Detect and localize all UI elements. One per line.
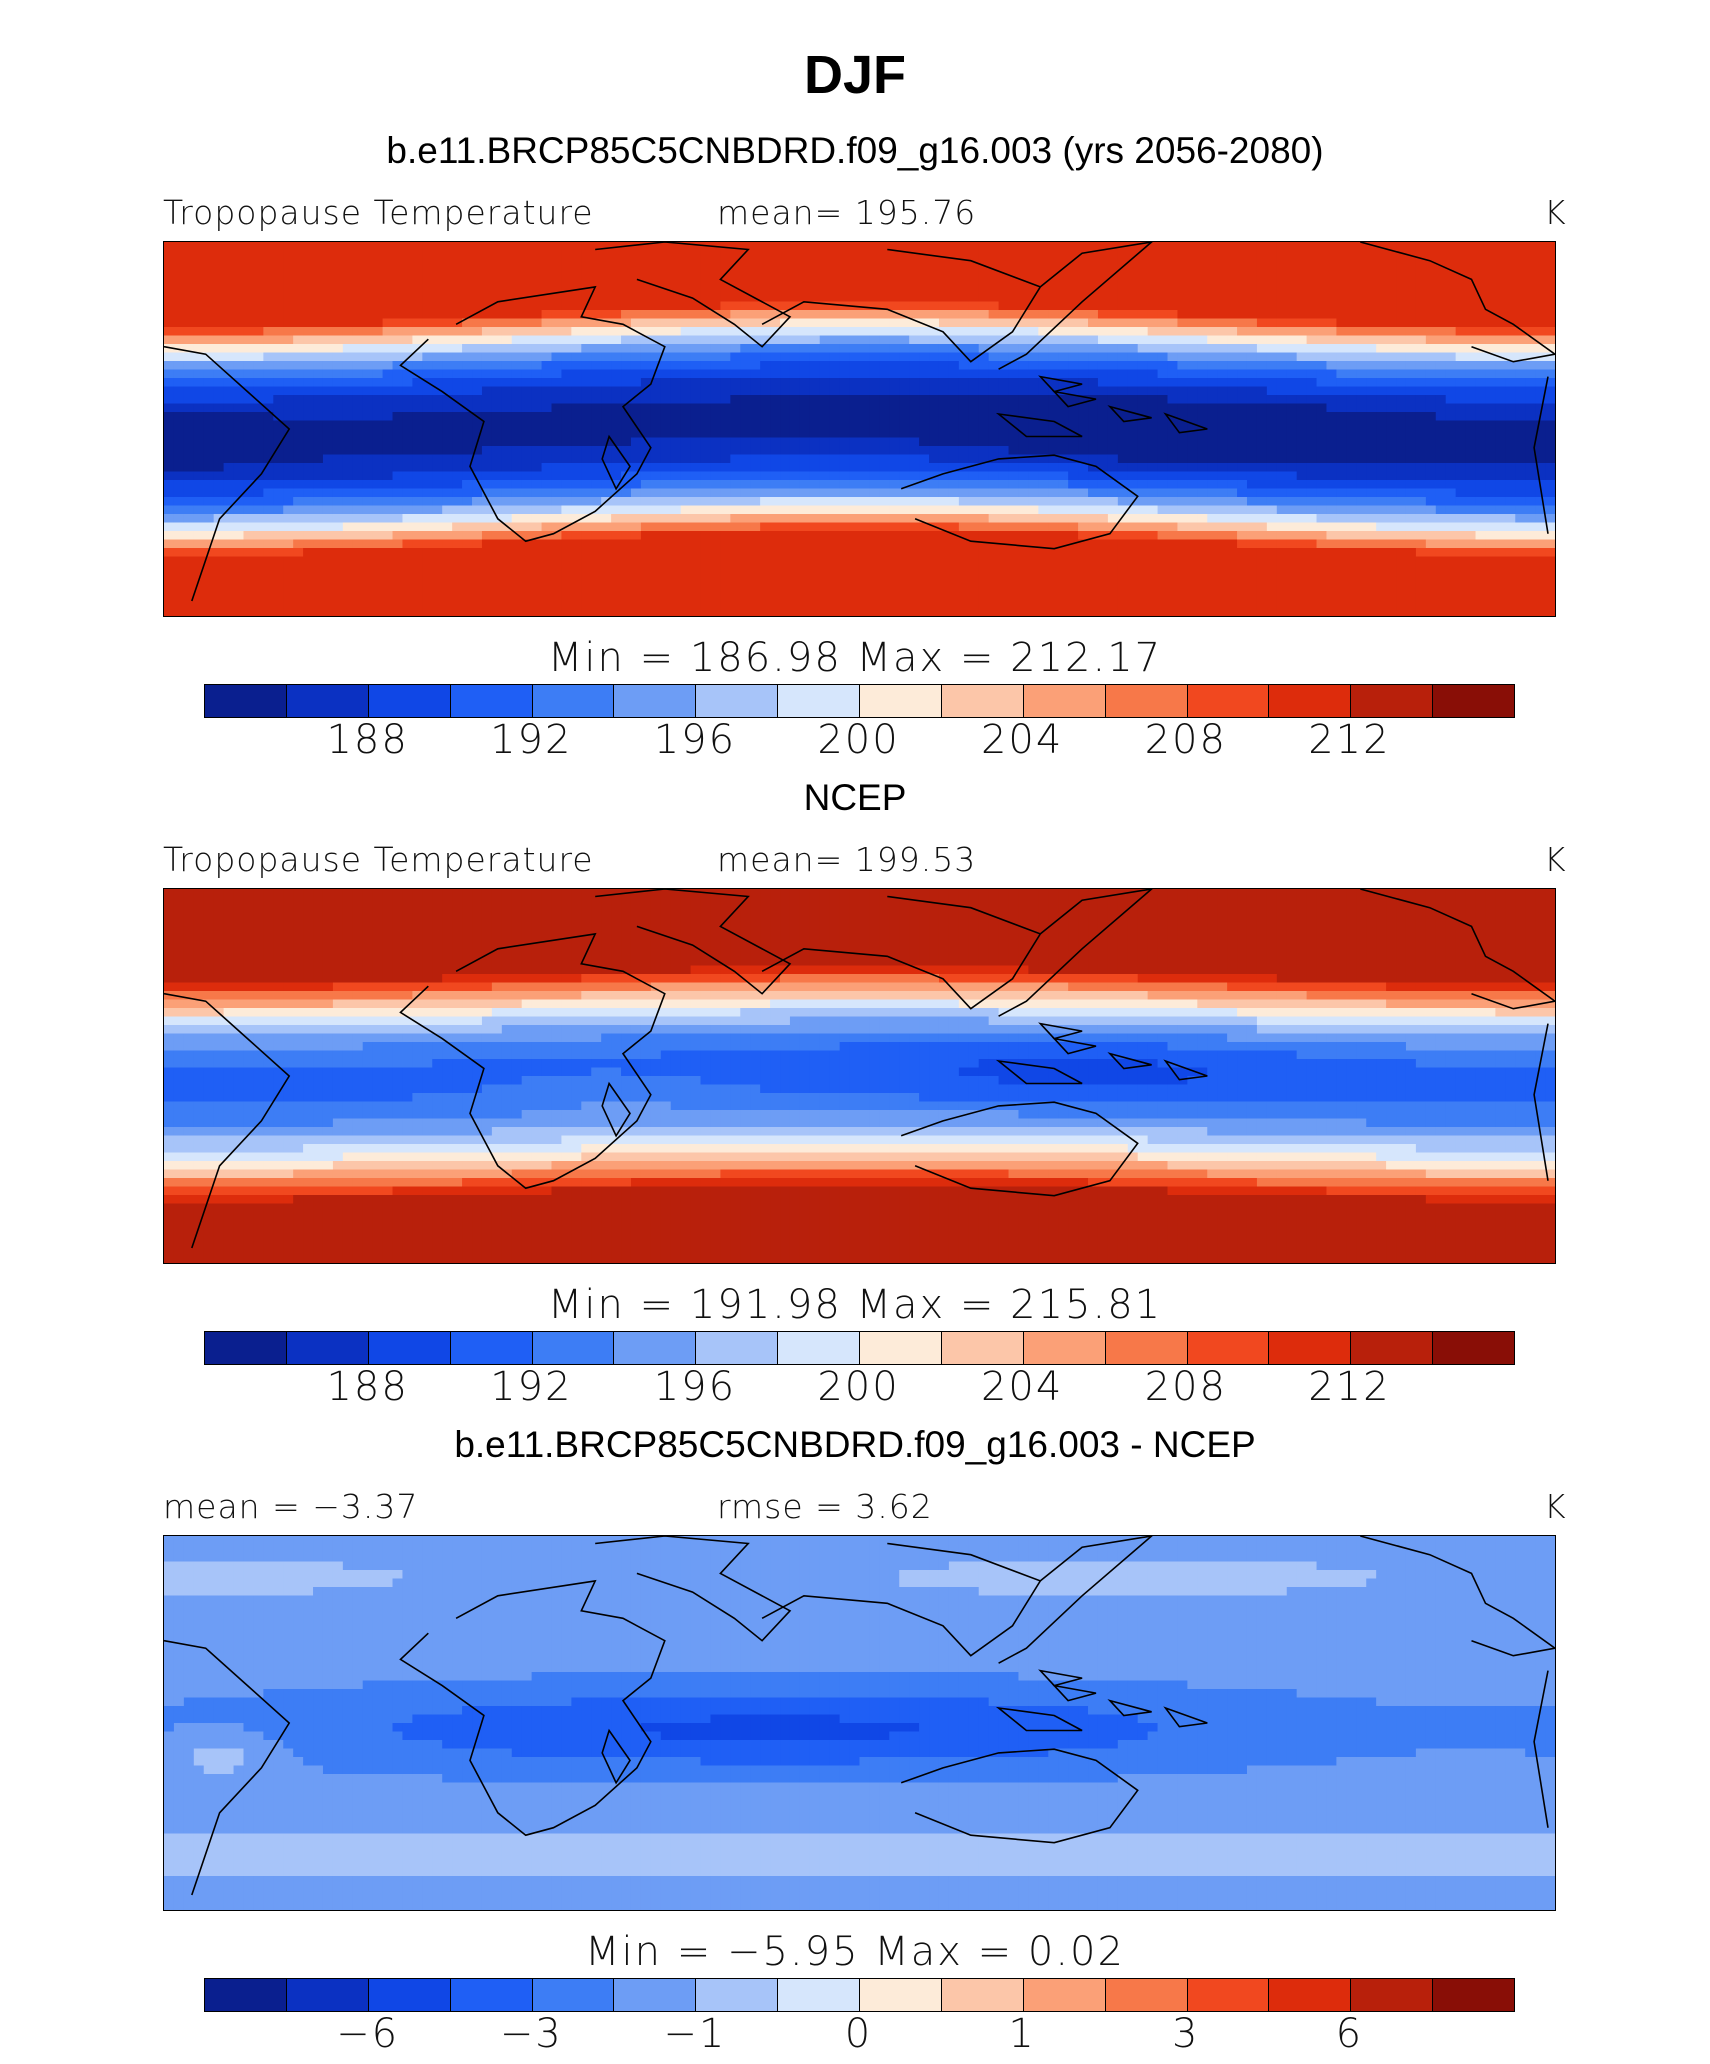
colorbar-swatch (368, 1332, 451, 1364)
colorbar-swatch (532, 685, 615, 717)
colorbar-swatch (1187, 1332, 1270, 1364)
colorbar-swatch (1269, 1332, 1352, 1364)
contour-field (164, 242, 1555, 616)
colorbar-swatch (778, 685, 860, 717)
colorbar-tick-label: 212 (1308, 1364, 1391, 1410)
colorbar-swatch (1187, 685, 1270, 717)
colorbar-swatch (696, 1332, 779, 1364)
panel-title: b.e11.BRCP85C5CNBDRD.f09_g16.003 (yrs 20… (386, 130, 1324, 171)
colorbar (204, 684, 1515, 718)
panel-title: b.e11.BRCP85C5CNBDRD.f09_g16.003 - NCEP (454, 1424, 1256, 1465)
colorbar-swatch (860, 1332, 942, 1364)
contour-map (163, 241, 1556, 617)
colorbar-swatch (205, 685, 287, 717)
colorbar-swatch (696, 1979, 779, 2011)
coastlines (164, 1536, 1555, 1896)
colorbar-swatch (1433, 685, 1514, 717)
colorbar-tick-label: 6 (1335, 2011, 1364, 2057)
units-label: K (1544, 193, 1567, 232)
colorbar-swatch (368, 685, 451, 717)
minmax-label: Min = −5.95 Max = 0.02 (585, 1929, 1125, 1975)
colorbar-swatch (696, 685, 779, 717)
colorbar-swatch (1351, 1332, 1434, 1364)
colorbar-swatch (614, 1979, 697, 2011)
colorbar-swatch (1351, 1979, 1434, 2011)
colorbar-swatch (286, 1979, 369, 2011)
colorbar-tick-label: 3 (1172, 2011, 1200, 2057)
colorbar-tick-label: 196 (653, 717, 737, 763)
panel-left-label: Tropopause Temperature (163, 193, 594, 232)
colorbar-tick-label: 204 (980, 717, 1064, 763)
colorbar-swatch (286, 685, 369, 717)
colorbar-swatch (778, 1979, 860, 2011)
units-label: K (1544, 1487, 1567, 1526)
colorbar-swatch (1105, 685, 1188, 717)
colorbar-swatch (1269, 1979, 1352, 2011)
colorbar-swatch (1023, 1979, 1106, 2011)
colorbar-tick-label: 192 (490, 1364, 573, 1410)
colorbar-swatch (1023, 1332, 1106, 1364)
colorbar-swatch (532, 1979, 615, 2011)
colorbar-swatch (1269, 685, 1352, 717)
panel-center-label: mean= 199.53 (717, 840, 977, 879)
panel-title: NCEP (803, 777, 907, 818)
colorbar-swatch (1433, 1332, 1514, 1364)
colorbar-tick-label: 188 (326, 717, 409, 763)
colorbar-swatch (1187, 1979, 1270, 2011)
colorbar-swatch (941, 1332, 1024, 1364)
minmax-label: Min = 191.98 Max = 215.81 (547, 1282, 1163, 1328)
colorbar-swatch (205, 1332, 287, 1364)
colorbar-swatch (1105, 1332, 1188, 1364)
colorbar-tick-label: −1 (663, 2011, 727, 2057)
colorbar-swatch (1105, 1979, 1188, 2011)
colorbar-swatch (1351, 685, 1434, 717)
panel-center-label: mean= 195.76 (717, 193, 977, 232)
colorbar-tick-label: 200 (817, 717, 900, 763)
colorbar-swatch (450, 1332, 533, 1364)
colorbar-tick-label: 192 (490, 717, 573, 763)
contour-map (163, 888, 1556, 1264)
colorbar-swatch (368, 1979, 451, 2011)
colorbar-tick-label: 196 (653, 1364, 737, 1410)
minmax-label: Min = 186.98 Max = 212.17 (547, 635, 1163, 681)
colorbar-swatch (614, 1332, 697, 1364)
colorbar-tick-label: 188 (326, 1364, 409, 1410)
colorbar-tick-label: 1 (1008, 2011, 1036, 2057)
colorbar-swatch (860, 685, 942, 717)
colorbar-swatch (450, 1979, 533, 2011)
colorbar-tick-label: −3 (499, 2011, 563, 2057)
coastlines (164, 889, 1555, 1249)
colorbar-swatch (778, 1332, 860, 1364)
panel-center-label: rmse = 3.62 (717, 1487, 933, 1526)
colorbar-tick-label: 0 (844, 2011, 873, 2057)
colorbar (204, 1978, 1515, 2012)
colorbar-swatch (860, 1979, 942, 2011)
colorbar-swatch (941, 685, 1024, 717)
colorbar-swatch (941, 1979, 1024, 2011)
colorbar-swatch (1023, 685, 1106, 717)
colorbar-swatch (614, 685, 697, 717)
coastlines (164, 242, 1555, 602)
contour-field (164, 1536, 1555, 1910)
panel-left-label: Tropopause Temperature (163, 840, 594, 879)
colorbar-tick-label: 212 (1308, 717, 1391, 763)
colorbar-tick-label: 208 (1144, 1364, 1227, 1410)
colorbar-tick-label: −6 (336, 2011, 400, 2057)
colorbar-tick-label: 200 (817, 1364, 900, 1410)
colorbar-swatch (532, 1332, 615, 1364)
contour-field (164, 889, 1555, 1263)
colorbar (204, 1331, 1515, 1365)
colorbar-tick-label: 208 (1144, 717, 1227, 763)
colorbar-swatch (286, 1332, 369, 1364)
contour-map (163, 1535, 1556, 1911)
units-label: K (1544, 840, 1567, 879)
colorbar-swatch (1433, 1979, 1514, 2011)
panel-left-label: mean = −3.37 (163, 1487, 419, 1526)
colorbar-swatch (205, 1979, 287, 2011)
colorbar-swatch (450, 685, 533, 717)
colorbar-tick-label: 204 (980, 1364, 1064, 1410)
figure-title: DJF (803, 45, 906, 105)
